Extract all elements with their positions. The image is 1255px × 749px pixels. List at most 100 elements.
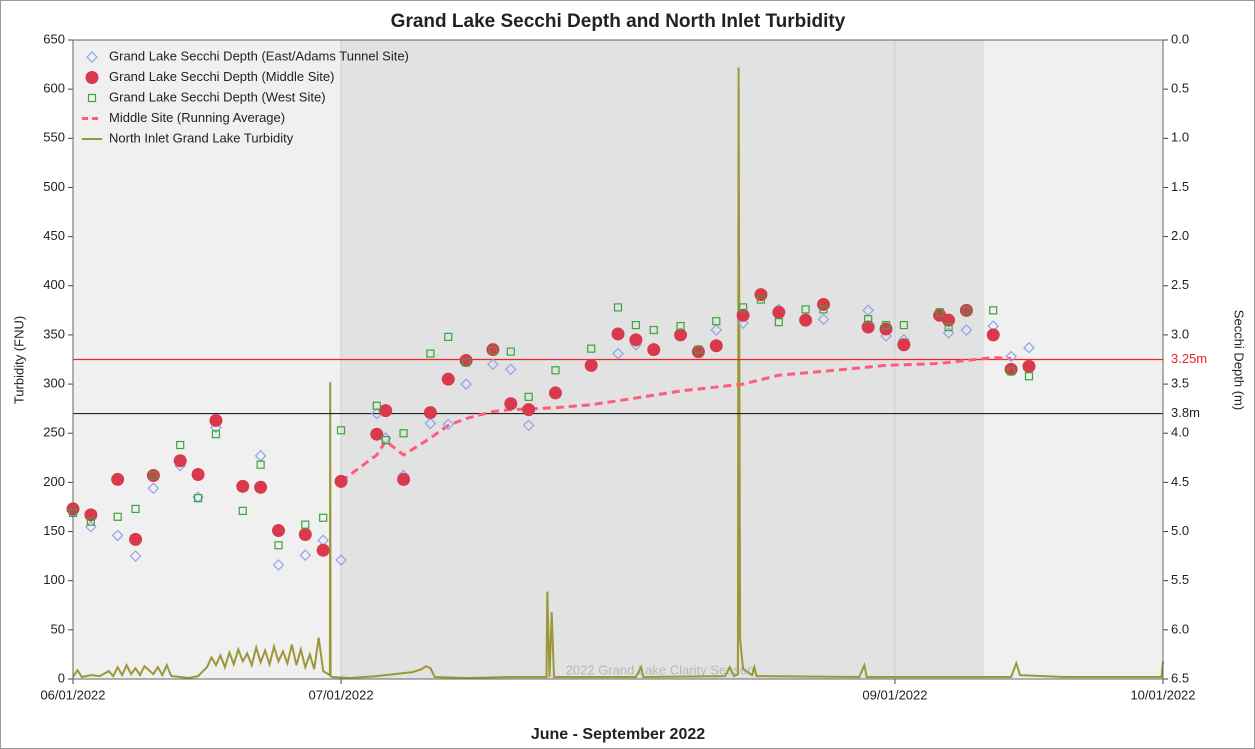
y-tick-label: 350 (43, 326, 65, 341)
marker-square (712, 317, 721, 326)
marker-circle (897, 338, 911, 352)
marker-square (962, 306, 971, 315)
legend-label: Grand Lake Secchi Depth (East/Adams Tunn… (109, 48, 409, 63)
marker-square (211, 430, 221, 439)
marker-square (989, 306, 998, 315)
y-tick-label: 200 (43, 474, 65, 489)
marker-square (819, 305, 828, 314)
marker-square (1024, 372, 1034, 381)
marker-circle (1022, 359, 1036, 373)
marker-circle (397, 472, 411, 486)
x-axis-label: June - September 2022 (531, 726, 705, 743)
marker-diamond (960, 324, 973, 336)
marker-diamond (487, 358, 499, 371)
legend-label: Middle Site (Running Average) (109, 110, 285, 125)
y-tick-label: 450 (43, 228, 65, 243)
marker-diamond (111, 529, 124, 542)
marker-square (301, 520, 310, 529)
annotation: 2022 Grand Lake Clarity Season (566, 662, 755, 677)
marker-diamond (817, 313, 830, 326)
y-tick-label: 400 (43, 277, 65, 292)
marker-circle (209, 413, 223, 427)
marker-circle (584, 358, 598, 372)
marker-circle (986, 328, 1000, 342)
marker-diamond (460, 378, 472, 390)
marker-square (381, 436, 390, 445)
y2-tick-label: 6.0 (1171, 621, 1189, 636)
marker-diamond (612, 347, 624, 360)
marker-square (756, 295, 766, 304)
marker-square (935, 308, 944, 317)
marker-circle (799, 313, 813, 327)
marker-circle (459, 353, 473, 367)
y-tick-label: 100 (43, 572, 65, 587)
marker-circle (111, 472, 125, 486)
marker-circle (772, 305, 786, 319)
marker-square (631, 320, 640, 330)
marker-circle (191, 468, 205, 482)
legend-label: Grand Lake Secchi Depth (Middle Site) (109, 69, 334, 84)
marker-circle (254, 480, 268, 494)
marker-circle (173, 454, 187, 468)
marker-circle (942, 313, 956, 327)
marker-square (176, 440, 185, 450)
marker-diamond (1023, 341, 1035, 354)
marker-diamond (1005, 350, 1017, 363)
y-axis-label: Turbidity (FNU) (11, 316, 26, 404)
marker-circle (548, 386, 562, 400)
marker-diamond (442, 418, 455, 431)
legend-label: North Inlet Grand Lake Turbidity (109, 130, 294, 145)
marker-circle (611, 327, 625, 341)
marker-circle (423, 406, 437, 420)
marker-circle (816, 297, 830, 311)
legend-swatch (85, 71, 99, 84)
marker-circle (691, 345, 705, 359)
reference-label: 3.25m (1171, 351, 1207, 366)
marker-square (113, 512, 122, 521)
y2-tick-label: 1.0 (1171, 130, 1189, 145)
marker-diamond (504, 363, 517, 376)
marker-circle (379, 404, 393, 418)
y2-tick-label: 0.5 (1171, 81, 1189, 96)
marker-square (238, 506, 247, 515)
marker-square (86, 517, 95, 526)
marker-square (551, 366, 560, 375)
marker-circle (754, 288, 768, 302)
marker-diamond (522, 419, 535, 432)
marker-diamond (737, 317, 749, 329)
turbidity-line (72, 67, 1164, 680)
marker-diamond (424, 417, 437, 430)
marker-circle (1004, 362, 1018, 376)
x-tick-label: 09/01/2022 (862, 687, 927, 702)
marker-diamond (942, 327, 955, 339)
y-tick-label: 50 (51, 621, 65, 636)
y-tick-label: 600 (43, 81, 65, 96)
y2-tick-label: 1.5 (1171, 179, 1189, 194)
marker-circle (129, 532, 143, 546)
y-tick-label: 650 (43, 31, 65, 46)
marker-diamond (129, 550, 142, 562)
y2-tick-label: 0.0 (1171, 31, 1189, 46)
y2-tick-label: 4.5 (1171, 474, 1189, 489)
marker-square (372, 401, 381, 410)
marker-square (944, 322, 953, 332)
marker-diamond (710, 324, 723, 336)
x-tick-label: 06/01/2022 (40, 687, 105, 702)
reference-label: 3.8m (1171, 405, 1200, 420)
marker-diamond (299, 549, 312, 561)
y-tick-label: 250 (43, 425, 65, 440)
marker-circle (674, 328, 688, 342)
marker-diamond (147, 482, 160, 495)
y2-tick-label: 5.0 (1171, 523, 1189, 538)
legend-label: Grand Lake Secchi Depth (West Site) (109, 89, 326, 104)
marker-square (881, 320, 891, 330)
marker-square (587, 344, 596, 353)
marker-square (864, 315, 873, 324)
y-tick-label: 300 (43, 376, 65, 391)
plot-border (72, 39, 1164, 680)
marker-square (1007, 367, 1016, 376)
marker-circle (861, 320, 875, 334)
marker-square (256, 460, 265, 469)
y2-tick-label: 5.5 (1171, 572, 1189, 587)
